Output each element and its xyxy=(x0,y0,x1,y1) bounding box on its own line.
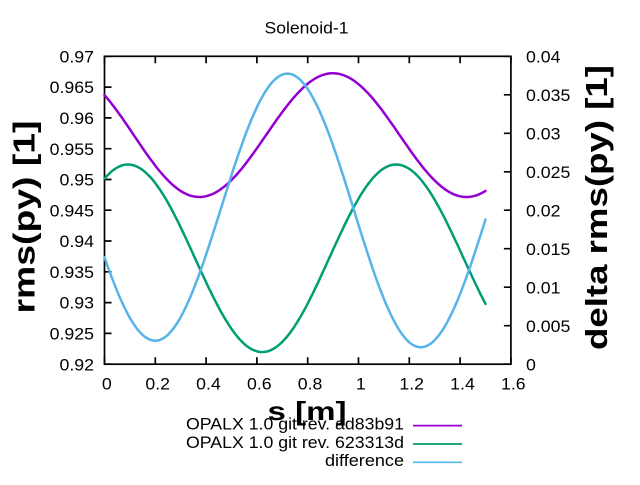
svg-text:0.94: 0.94 xyxy=(60,232,95,251)
svg-text:OPALX 1.0 git rev. 623313d: OPALX 1.0 git rev. 623313d xyxy=(186,433,404,452)
svg-text:0.925: 0.925 xyxy=(50,325,94,344)
svg-text:0.955: 0.955 xyxy=(50,140,94,159)
svg-text:0.4: 0.4 xyxy=(196,374,221,393)
svg-text:1.4: 1.4 xyxy=(450,374,475,393)
svg-text:0.8: 0.8 xyxy=(298,374,323,393)
svg-text:delta rms(py) [1]: delta rms(py) [1] xyxy=(579,65,614,350)
svg-text:0.03: 0.03 xyxy=(526,124,561,143)
svg-text:0.025: 0.025 xyxy=(526,163,570,182)
svg-text:0.6: 0.6 xyxy=(247,374,272,393)
svg-text:0.92: 0.92 xyxy=(60,355,95,374)
svg-text:0.04: 0.04 xyxy=(526,47,561,66)
svg-text:OPALX 1.0 git rev. ad83b91: OPALX 1.0 git rev. ad83b91 xyxy=(186,415,404,434)
svg-text:1: 1 xyxy=(356,374,366,393)
svg-text:0.97: 0.97 xyxy=(60,47,95,66)
svg-text:0.2: 0.2 xyxy=(145,374,170,393)
svg-text:0.005: 0.005 xyxy=(526,317,570,336)
svg-text:0.01: 0.01 xyxy=(526,278,561,297)
svg-text:difference: difference xyxy=(325,451,404,470)
svg-text:0.015: 0.015 xyxy=(526,240,570,259)
svg-text:1.6: 1.6 xyxy=(501,374,526,393)
svg-text:0.945: 0.945 xyxy=(50,201,94,220)
svg-text:0.935: 0.935 xyxy=(50,263,94,282)
svg-text:Solenoid-1: Solenoid-1 xyxy=(265,19,349,38)
svg-text:s [m]: s [m] xyxy=(268,396,347,426)
svg-text:0.93: 0.93 xyxy=(60,294,95,313)
svg-text:0.95: 0.95 xyxy=(60,171,95,190)
svg-text:0: 0 xyxy=(526,355,536,374)
svg-text:0.02: 0.02 xyxy=(526,201,561,220)
svg-text:0.96: 0.96 xyxy=(60,109,95,128)
svg-text:0: 0 xyxy=(102,374,112,393)
svg-text:0.965: 0.965 xyxy=(50,78,94,97)
svg-text:1.2: 1.2 xyxy=(399,374,424,393)
svg-text:rms(py) [1]: rms(py) [1] xyxy=(7,121,42,314)
svg-text:0.035: 0.035 xyxy=(526,86,570,105)
